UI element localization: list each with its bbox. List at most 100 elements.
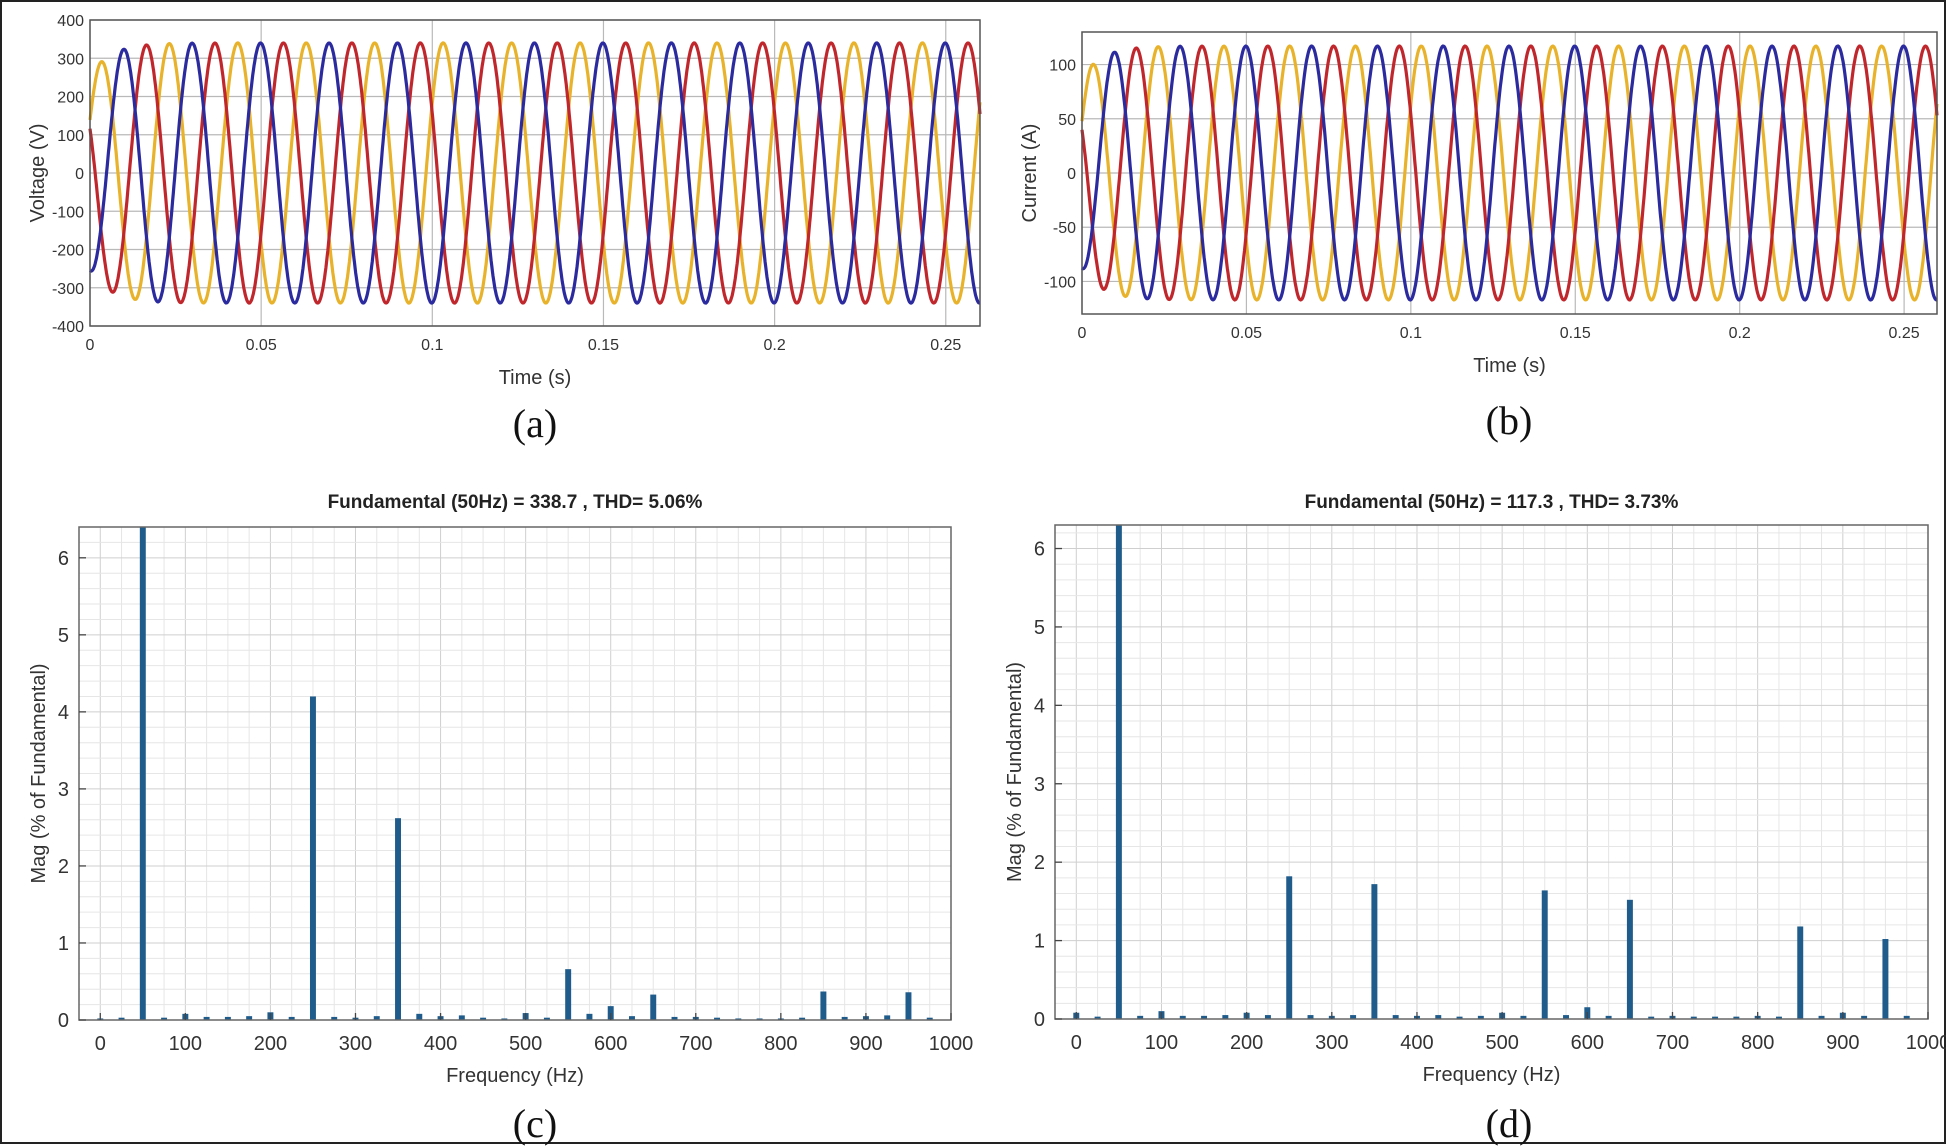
spectrum-bar <box>1903 1015 1910 1019</box>
x-tick-label: 1000 <box>929 1033 974 1055</box>
y-tick-label: 3 <box>58 779 69 801</box>
panel-caption: (a) <box>513 401 557 446</box>
y-tick-label: 100 <box>1049 58 1076 75</box>
plot-area <box>1055 525 1928 1019</box>
x-tick-label: 0 <box>1078 325 1087 342</box>
x-tick-label: 0.05 <box>1231 325 1262 342</box>
y-tick-label: -300 <box>52 281 84 298</box>
y-tick-label: -400 <box>52 319 84 336</box>
x-tick-label: 200 <box>254 1033 287 1055</box>
phase-c-line <box>1080 44 1938 302</box>
chart-d: 0 100 200 300 400 500 600 700 800 900 1000 0 1 2 3 4 5 6 F… <box>1004 492 1946 1146</box>
y-tick-label: 6 <box>1034 539 1045 561</box>
chart-title: Fundamental (50Hz) = 338.7 , THD= 5.06% <box>328 492 703 513</box>
x-tick-label: 300 <box>1315 1032 1348 1054</box>
y-tick-label: 0 <box>1067 166 1076 183</box>
y-tick-label: -100 <box>52 204 84 221</box>
spectrum-bar <box>799 1017 806 1020</box>
spectrum-bar <box>118 1017 125 1020</box>
spectrum-bar <box>480 1017 487 1020</box>
spectrum-bar <box>1605 1015 1612 1019</box>
y-tick-label: 4 <box>1034 695 1045 717</box>
y-tick-label: 3 <box>1034 774 1045 796</box>
y-axis-label: Mag (% of Fundamental) <box>1004 662 1026 882</box>
panel-caption: (d) <box>1486 1101 1533 1146</box>
x-tick-label: 0.1 <box>421 337 443 354</box>
spectrum-bar <box>331 1016 338 1020</box>
spectrum-bar <box>714 1017 721 1020</box>
x-tick-label: 700 <box>1656 1032 1689 1054</box>
spectrum-bar <box>1137 1015 1144 1019</box>
spectrum-bar <box>756 1018 763 1020</box>
x-axis-label: Frequency (Hz) <box>1423 1064 1561 1086</box>
spectrum-bar <box>288 1016 295 1020</box>
phase-c-line <box>88 41 981 305</box>
x-tick-label: 0.05 <box>246 337 277 354</box>
y-tick-label: 2 <box>1034 852 1045 874</box>
x-tick-label: 400 <box>1400 1032 1433 1054</box>
spectrum-bar <box>1286 876 1293 1019</box>
spectrum-bar <box>1371 884 1378 1019</box>
spectrum-bar <box>884 1015 891 1020</box>
x-tick-label: 0.2 <box>1729 325 1751 342</box>
y-tick-label: 200 <box>57 90 84 107</box>
spectrum-bar <box>203 1016 210 1020</box>
spectrum-bar <box>926 1017 933 1020</box>
x-tick-label: 0.2 <box>763 337 785 354</box>
spectrum-bar <box>458 1015 465 1020</box>
x-tick-label: 0 <box>86 337 95 354</box>
x-tick-label: 200 <box>1230 1032 1263 1054</box>
spectrum-bar <box>395 818 402 1020</box>
y-tick-label: 6 <box>58 548 69 570</box>
plot-frame <box>1081 31 1938 315</box>
y-tick-label: -200 <box>52 243 84 260</box>
y-tick-label: 300 <box>57 51 84 68</box>
spectrum-bar <box>1882 939 1889 1019</box>
y-tick-label: 0 <box>75 166 84 183</box>
spectrum-bar <box>1648 1016 1655 1019</box>
x-tick-label: 900 <box>849 1033 882 1055</box>
spectrum-bar <box>1626 899 1633 1019</box>
x-tick-label: 1000 <box>1906 1032 1946 1054</box>
spectrum-bar <box>1201 1015 1208 1019</box>
chart-c: 0 100 200 300 400 500 600 700 800 900 1000 0 1 2 3 4 5 6 F… <box>28 492 973 1146</box>
panel-caption: (c) <box>513 1101 557 1146</box>
spectrum-bar <box>1541 890 1548 1019</box>
y-tick-label: 1 <box>58 933 69 955</box>
x-axis-label: Time (s) <box>499 367 572 389</box>
x-tick-label: 0 <box>95 1033 106 1055</box>
y-tick-label: 50 <box>1058 112 1076 129</box>
spectrum-bar <box>565 969 572 1020</box>
spectrum-bar <box>1264 1015 1271 1019</box>
spectrum-bar <box>628 1016 635 1020</box>
x-axis-label: Time (s) <box>1473 355 1546 377</box>
x-tick-label: 0 <box>1071 1032 1082 1054</box>
x-tick-label: 0.25 <box>930 337 961 354</box>
x-tick-label: 0.25 <box>1889 325 1920 342</box>
spectrum-bar <box>373 1016 380 1020</box>
y-tick-label: 2 <box>58 856 69 878</box>
spectrum-bar <box>1797 926 1804 1019</box>
grid <box>79 527 952 1021</box>
chart-a: 0 0.05 0.1 0.15 0.2 0.25 400 300 200 100 0 -100 -200… <box>27 13 982 446</box>
spectrum-bar <box>1861 1015 1868 1019</box>
y-tick-label: -50 <box>1053 220 1076 237</box>
y-tick-label: 5 <box>58 625 69 647</box>
x-tick-label: 400 <box>424 1033 457 1055</box>
spectrum-bar <box>1222 1015 1229 1019</box>
x-tick-label: 600 <box>1571 1032 1604 1054</box>
x-tick-label: 100 <box>1145 1032 1178 1054</box>
y-tick-label: 1 <box>1034 931 1045 953</box>
spectrum-bar <box>650 994 657 1020</box>
x-tick-label: 0.1 <box>1400 325 1422 342</box>
spectrum-bar <box>1179 1015 1186 1019</box>
spectrum-bar <box>820 991 827 1020</box>
spectrum-bar <box>1520 1015 1527 1019</box>
y-axis-label: Mag (% of Fundamental) <box>28 663 50 883</box>
spectrum-bar <box>1115 525 1122 1019</box>
spectrum-bar <box>841 1016 848 1020</box>
spectrum-bar <box>1094 1016 1101 1019</box>
spectrum-bar <box>161 1017 168 1020</box>
spectrum-bar <box>1307 1015 1314 1019</box>
